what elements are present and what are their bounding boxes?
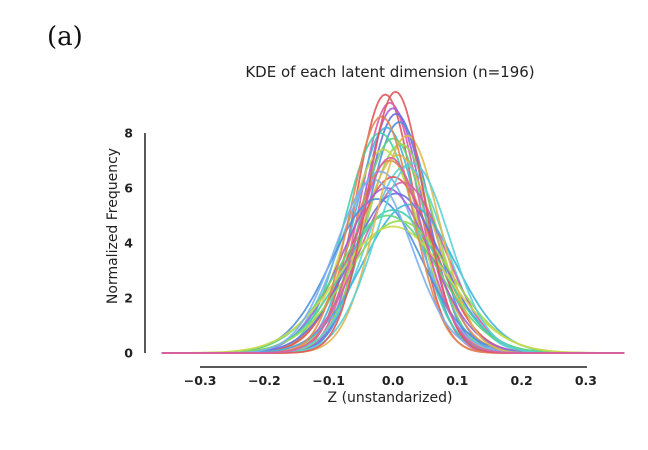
kde-curve bbox=[161, 192, 625, 354]
kde-curve bbox=[161, 162, 625, 354]
chart-title: KDE of each latent dimension (n=196) bbox=[245, 63, 534, 81]
x-tick-label: 0.1 bbox=[446, 373, 468, 388]
y-tick-labels: 0 2 4 6 8 bbox=[124, 126, 133, 361]
kde-curve bbox=[161, 214, 625, 354]
x-tick-label: 0.2 bbox=[511, 373, 533, 388]
kde-curve bbox=[161, 176, 625, 354]
kde-curve bbox=[161, 220, 625, 354]
kde-curve bbox=[161, 107, 625, 354]
x-tick-label: 0.0 bbox=[382, 373, 404, 388]
y-tick-label: 6 bbox=[124, 181, 133, 196]
kde-curve bbox=[161, 101, 625, 354]
x-tick-label: −0.3 bbox=[184, 373, 217, 388]
kde-curve bbox=[161, 156, 625, 354]
y-tick-label: 0 bbox=[124, 346, 133, 361]
kde-curve bbox=[161, 135, 625, 354]
y-tick-label: 4 bbox=[124, 236, 133, 251]
kde-curve bbox=[161, 154, 625, 354]
y-axis-label: Normalized Frequency bbox=[105, 148, 121, 304]
kde-curve bbox=[161, 178, 625, 354]
kde-curve bbox=[161, 137, 625, 354]
kde-curve bbox=[161, 132, 625, 354]
kde-curve bbox=[161, 225, 625, 354]
x-tick-label: −0.1 bbox=[312, 373, 345, 388]
y-tick-label: 8 bbox=[124, 126, 133, 141]
kde-curve bbox=[161, 115, 625, 354]
x-tick-labels: −0.3 −0.2 −0.1 0.0 0.1 0.2 0.3 bbox=[184, 373, 597, 388]
kde-curve bbox=[161, 209, 625, 354]
x-tick-label: 0.3 bbox=[575, 373, 597, 388]
y-tick-label: 2 bbox=[124, 291, 133, 306]
panel-label: (a) bbox=[47, 22, 83, 52]
x-axis-label: Z (unstandarized) bbox=[328, 390, 453, 406]
kde-curves bbox=[161, 90, 625, 354]
x-tick-label: −0.2 bbox=[248, 373, 281, 388]
